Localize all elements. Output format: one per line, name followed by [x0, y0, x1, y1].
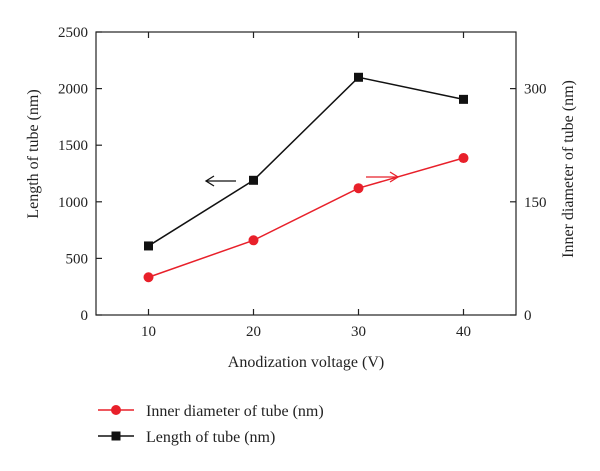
legend-marker [111, 405, 121, 415]
legend: Inner diameter of tube (nm) Length of tub… [98, 403, 324, 446]
data-point [354, 72, 363, 82]
right-y-tick-label: 0 [524, 308, 532, 324]
arrow-head [204, 175, 215, 187]
x-tick-label: 10 [141, 324, 156, 340]
data-point [249, 175, 258, 185]
right-y-tick-label: 300 [524, 82, 547, 98]
legend-label: Inner diameter of tube (nm) [146, 403, 324, 420]
data-point [144, 241, 153, 251]
data-point [459, 94, 468, 104]
left-axis-arrow [204, 175, 236, 187]
right-y-tick-label: 150 [524, 195, 547, 211]
right-y-axis-ticks: 0 150 300 [510, 82, 547, 324]
x-axis-title: Anodization voltage (V) [228, 354, 384, 371]
series-length [144, 72, 468, 251]
legend-label: Length of tube (nm) [146, 429, 275, 446]
plot-border [95, 31, 517, 316]
right-y-axis-title: Inner diameter of tube (nm) [560, 80, 577, 258]
x-tick-label: 30 [351, 324, 366, 340]
legend-item: Length of tube (nm) [98, 429, 275, 446]
right-axis-arrow [366, 171, 400, 183]
series-line [148, 157, 464, 278]
series-line [148, 76, 464, 247]
left-y-tick-label: 2500 [58, 25, 88, 41]
left-y-tick-label: 1000 [58, 195, 88, 211]
left-y-tick-label: 2000 [58, 82, 88, 98]
x-tick-label: 40 [456, 324, 471, 340]
left-y-tick-label: 0 [81, 308, 89, 324]
legend-item: Inner diameter of tube (nm) [98, 403, 324, 420]
left-y-axis-title: Length of tube (nm) [25, 89, 42, 218]
data-point [143, 272, 154, 283]
axis-arrows [204, 171, 400, 187]
data-point [353, 183, 364, 194]
left-y-tick-label: 500 [66, 251, 89, 267]
data-point [458, 153, 469, 164]
series-inner-diameter [143, 153, 469, 283]
left-y-tick-label: 1500 [58, 138, 88, 154]
data-point [248, 235, 259, 246]
left-y-axis-ticks: 0 500 1000 1500 2000 2500 [58, 25, 102, 324]
arrow-head [389, 171, 400, 183]
plot-frame [95, 31, 517, 316]
x-axis-ticks: 10 20 30 40 [141, 32, 471, 340]
series-layer [143, 72, 469, 283]
legend-marker [111, 431, 121, 441]
x-tick-label: 20 [246, 324, 261, 340]
